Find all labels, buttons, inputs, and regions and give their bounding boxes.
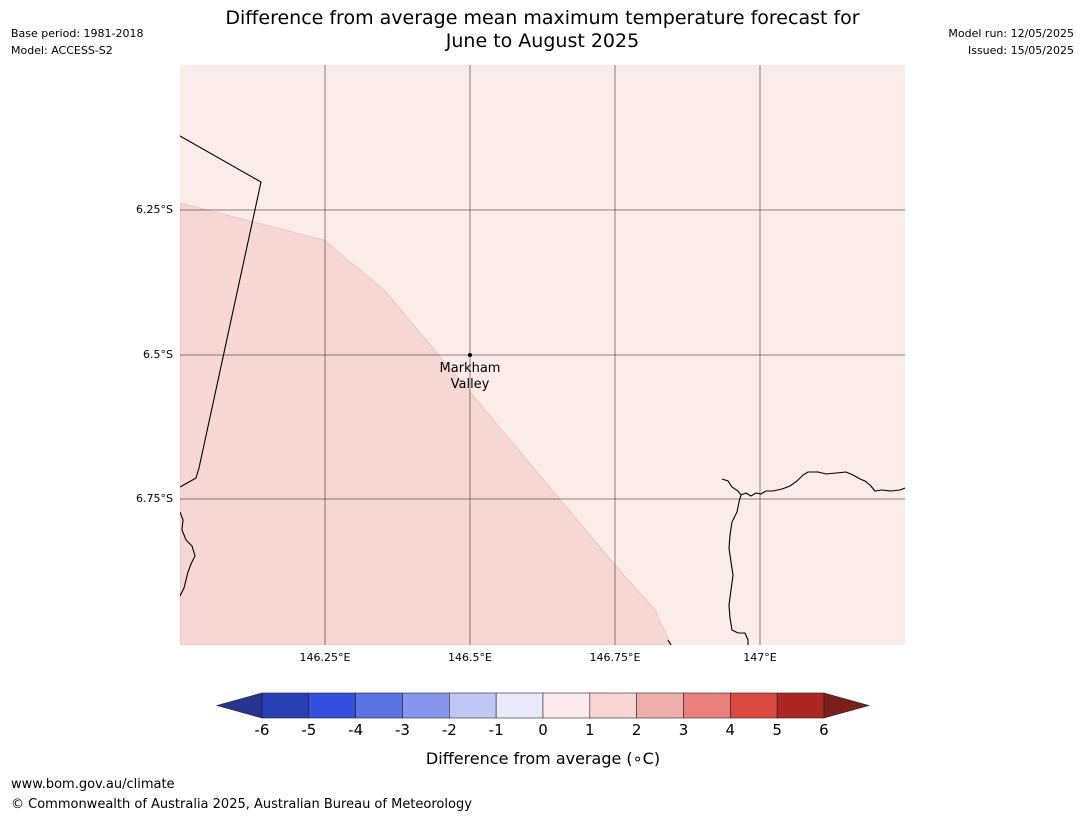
colorbar-tick-label: -2 bbox=[442, 721, 457, 739]
colorbar-swatch bbox=[495, 692, 544, 719]
title-line-1: Difference from average mean maximum tem… bbox=[225, 7, 860, 29]
footer-copyright: © Commonwealth of Australia 2025, Austra… bbox=[11, 797, 472, 812]
lat-tick-label: 6.25°S bbox=[136, 203, 173, 216]
colorbar-swatch bbox=[355, 692, 403, 719]
lon-tick-label: 146.75°E bbox=[590, 651, 641, 664]
colorbar-max-arrow bbox=[823, 692, 871, 719]
colorbar: -6 -5 -4 -3 -2 -1 0 1 2 3 4 5 6 Difference from aver… bbox=[215, 692, 871, 768]
colorbar-swatches bbox=[215, 692, 871, 719]
model-name-text: Model: ACCESS-S2 bbox=[11, 44, 113, 57]
lat-tick-label: 6.5°S bbox=[143, 348, 173, 361]
lon-tick-label: 147°E bbox=[743, 651, 776, 664]
colorbar-min-arrow bbox=[215, 692, 263, 719]
colorbar-swatch bbox=[542, 692, 591, 719]
coastline-huon-gulf bbox=[667, 471, 905, 645]
colorbar-swatch bbox=[776, 692, 825, 719]
colorbar-swatch bbox=[261, 692, 310, 719]
colorbar-swatch bbox=[589, 692, 637, 719]
model-run-text: Model run: 12/05/2025 bbox=[948, 27, 1074, 40]
colorbar-tick-label: -4 bbox=[348, 721, 363, 739]
colorbar-swatch bbox=[636, 692, 684, 719]
title-line-2: June to August 2025 bbox=[445, 30, 640, 52]
colorbar-label: Difference from average (∘C) bbox=[426, 749, 660, 768]
lon-tick-label: 146.5°E bbox=[448, 651, 492, 664]
colorbar-tick-label: 0 bbox=[538, 721, 548, 739]
boundaries bbox=[180, 135, 905, 645]
region-1-to-2 bbox=[180, 202, 672, 645]
border-line-west bbox=[180, 135, 262, 488]
lat-tick-label: 6.75°S bbox=[136, 492, 173, 505]
colorbar-swatch bbox=[729, 692, 778, 719]
footer-url: www.bom.gov.au/climate bbox=[11, 777, 175, 792]
coastline-southwest bbox=[180, 511, 196, 597]
colorbar-tick-label: 3 bbox=[679, 721, 689, 739]
lon-tick-label: 146.25°E bbox=[300, 651, 351, 664]
colorbar-ticks: -6 -5 -4 -3 -2 -1 0 1 2 3 4 5 6 bbox=[255, 721, 829, 739]
location-marker bbox=[468, 353, 472, 357]
map-title: Difference from average mean maximum tem… bbox=[180, 7, 905, 53]
colorbar-tick-label: 4 bbox=[726, 721, 736, 739]
colorbar-tick-label: -6 bbox=[255, 721, 270, 739]
colorbar-swatch bbox=[402, 692, 450, 719]
base-period-text: Base period: 1981-2018 bbox=[11, 27, 144, 40]
colorbar-swatch bbox=[308, 692, 356, 719]
colorbar-swatch bbox=[683, 692, 731, 719]
colorbar-tick-label: 5 bbox=[772, 721, 782, 739]
issued-text: Issued: 15/05/2025 bbox=[967, 44, 1074, 57]
colorbar-tick-label: 2 bbox=[632, 721, 642, 739]
colorbar-tick-label: -5 bbox=[301, 721, 316, 739]
meta-right: Model run: 12/05/2025 Issued: 15/05/2025 bbox=[948, 25, 1074, 59]
location-label-line-2: Valley bbox=[451, 377, 490, 392]
colorbar-tick-label: -3 bbox=[395, 721, 410, 739]
colorbar-tick-label: 1 bbox=[585, 721, 595, 739]
latitude-axis: 6.25°S 6.5°S 6.75°S bbox=[136, 203, 173, 505]
colorbar-swatch bbox=[449, 692, 497, 719]
colorbar-tick-label: -1 bbox=[489, 721, 504, 739]
colorbar-tick-label: 6 bbox=[819, 721, 829, 739]
footer: www.bom.gov.au/climate © Commonwealth of… bbox=[11, 775, 472, 815]
map-panel: Markham Valley bbox=[180, 65, 905, 645]
location-label-line-1: Markham bbox=[440, 361, 501, 376]
meta-left: Base period: 1981-2018 Model: ACCESS-S2 bbox=[11, 25, 143, 59]
longitude-axis: 146.25°E 146.5°E 146.75°E 147°E bbox=[300, 651, 777, 664]
